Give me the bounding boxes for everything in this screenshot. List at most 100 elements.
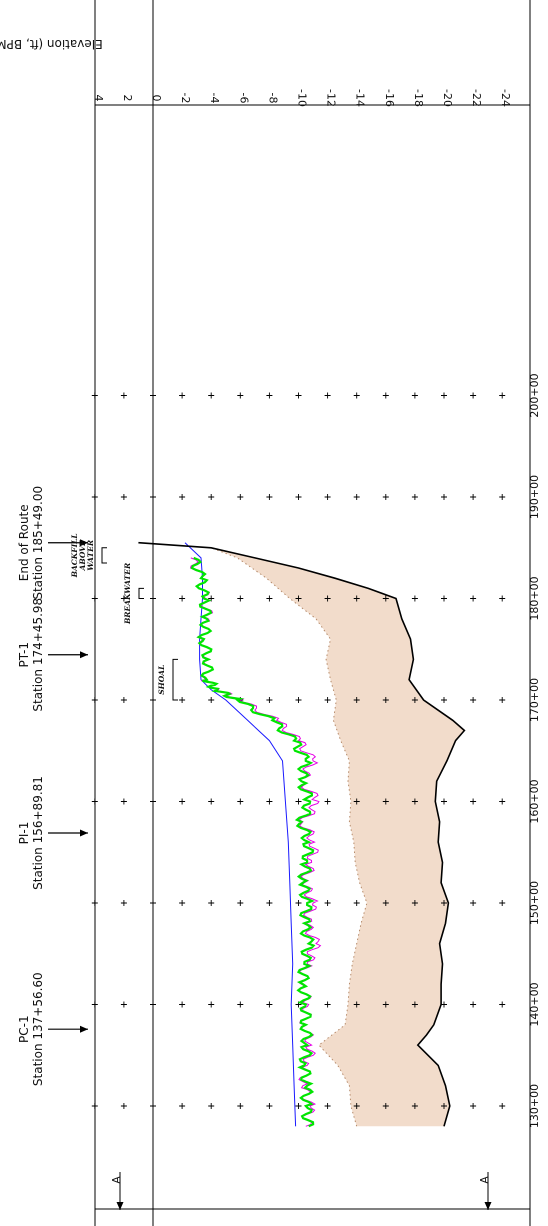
grid-cross xyxy=(382,494,389,500)
black-bottom-line xyxy=(138,541,466,1127)
station-tick-label: 150+00 xyxy=(528,881,541,925)
grid-cross xyxy=(208,798,215,805)
grid-cross xyxy=(441,900,447,906)
grid-cross xyxy=(470,798,477,805)
station-name-label: PI-1 xyxy=(17,822,31,845)
grid-cross xyxy=(237,1103,244,1109)
grid-cross xyxy=(324,494,331,500)
grid-cross xyxy=(441,1001,447,1008)
grid-cross xyxy=(382,1103,389,1109)
elevation-tick-label: -24 xyxy=(499,89,512,107)
station-value-label: Station 156+89.81 xyxy=(31,776,45,890)
grid-cross xyxy=(324,798,331,805)
grid-cross xyxy=(382,1001,389,1008)
grid-cross xyxy=(353,1001,360,1008)
station-value-label: Station 137+56.60 xyxy=(31,972,45,1086)
elevation-tick-label: -8 xyxy=(266,93,279,104)
grid-cross xyxy=(411,595,418,602)
grid-cross xyxy=(179,798,186,805)
grid-cross xyxy=(441,697,447,703)
grid-cross xyxy=(353,798,360,805)
arrow-head-icon xyxy=(80,651,88,659)
grid-cross xyxy=(237,392,244,399)
axis-tick-labels: 4 2 0 -2 -4 -6 -8 -10 -12 -14 -16 -18 -20 -22 -24 Eleva… xyxy=(0,37,541,1128)
grid-cross xyxy=(499,392,506,399)
grid-cross xyxy=(411,1001,418,1008)
grid-cross xyxy=(237,1001,244,1008)
grid-cross xyxy=(179,900,186,906)
grid-cross xyxy=(120,494,127,500)
station-tick-label: 170+00 xyxy=(528,678,541,722)
grid-cross xyxy=(411,1103,418,1109)
grid-cross xyxy=(120,1103,127,1109)
grid-cross xyxy=(208,697,215,703)
grid-cross xyxy=(266,697,273,703)
grid-cross xyxy=(382,595,389,602)
elevation-tick-label: -16 xyxy=(383,89,396,107)
elevation-tick-label: 2 xyxy=(121,95,134,102)
station-name-label: PT-1 xyxy=(17,642,31,667)
annotations: PC-1 Station 137+56.60 PI-1 Station 156+89.… xyxy=(17,486,492,1210)
station-name-label: End of Route xyxy=(17,504,31,581)
elevation-tick-label: -12 xyxy=(325,89,338,107)
grid-cross xyxy=(470,595,477,602)
grid-cross xyxy=(120,595,127,602)
grid-cross xyxy=(441,494,447,500)
grid-cross xyxy=(499,798,506,805)
grid-cross xyxy=(353,494,360,500)
station-tick-label: 200+00 xyxy=(528,373,541,417)
grid-cross xyxy=(295,798,302,805)
station-tick-label: 140+00 xyxy=(528,982,541,1026)
grid-cross xyxy=(120,1001,127,1008)
elevation-tick-label: 4 xyxy=(92,95,105,102)
elevation-tick-label: 0 xyxy=(150,95,163,102)
grid-cross xyxy=(470,1103,477,1109)
feature-label: ABOVE xyxy=(78,540,87,572)
grid-cross xyxy=(411,900,418,906)
grid-cross xyxy=(499,595,506,602)
feature-bracket xyxy=(138,587,144,599)
grid-cross xyxy=(266,1001,273,1008)
arrow-head-icon xyxy=(80,1025,88,1033)
grid-cross xyxy=(470,494,477,500)
feature-bracket xyxy=(101,547,107,564)
grid-cross xyxy=(441,1103,447,1109)
grid-cross xyxy=(179,1001,186,1008)
station-tick-label: 160+00 xyxy=(528,779,541,823)
grid-cross xyxy=(353,1103,360,1109)
grid-cross xyxy=(353,697,360,703)
grid-cross xyxy=(295,494,302,500)
elevation-tick-label: -2 xyxy=(179,93,192,104)
grid-cross xyxy=(470,1001,477,1008)
feature-label: WATER xyxy=(86,540,95,571)
section-arrow-icon xyxy=(484,1202,492,1210)
grid-cross xyxy=(441,798,447,805)
grid-cross xyxy=(382,392,389,399)
grid-cross xyxy=(237,595,244,602)
shaded-fill-area xyxy=(138,542,465,1127)
station-grid-crosses xyxy=(91,392,506,1109)
grid-cross xyxy=(208,494,215,500)
elevation-tick-label: -4 xyxy=(208,93,221,104)
grid-cross xyxy=(324,697,331,703)
grid-cross xyxy=(499,697,506,703)
grid-cross xyxy=(208,392,215,399)
section-arrow-icon xyxy=(116,1202,124,1210)
section-marker-label: A xyxy=(110,1176,123,1184)
grid-cross xyxy=(324,1103,331,1109)
grid-cross xyxy=(237,798,244,805)
grid-cross xyxy=(266,1103,273,1109)
station-tick-label: 130+00 xyxy=(528,1084,541,1128)
grid-cross xyxy=(179,494,186,500)
grid-cross xyxy=(411,494,418,500)
grid-cross xyxy=(382,697,389,703)
station-tick-label: 190+00 xyxy=(528,475,541,519)
grid-cross xyxy=(295,697,302,703)
grid-cross xyxy=(324,1001,331,1008)
grid-cross xyxy=(179,697,186,703)
elevation-tick-label: -20 xyxy=(441,89,454,107)
grid-cross xyxy=(470,392,477,399)
green-profile-line xyxy=(190,556,316,1128)
grid-cross xyxy=(470,697,477,703)
